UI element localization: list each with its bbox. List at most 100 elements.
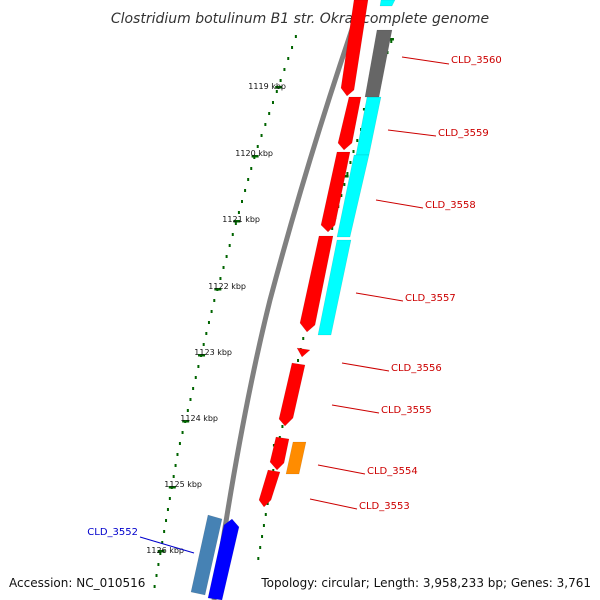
ruler-tick <box>237 211 240 214</box>
gene-feature[interactable] <box>299 235 334 333</box>
ruler-major-tick <box>198 354 206 357</box>
gene-feature[interactable] <box>317 239 352 336</box>
ruler-tick <box>297 359 300 362</box>
gene-feature[interactable] <box>278 362 306 427</box>
ruler-tick <box>172 475 175 478</box>
gene-label-leader <box>309 498 358 510</box>
ruler-tick <box>197 365 200 368</box>
ruler-tick <box>256 145 259 148</box>
ruler-tick <box>287 57 290 60</box>
ruler-tick <box>340 194 343 197</box>
gene-label[interactable]: CLD_3560 <box>451 55 502 66</box>
ruler-tick <box>202 343 205 346</box>
ruler-tick <box>186 409 189 412</box>
ruler-tick <box>213 299 216 302</box>
ruler-tick <box>205 332 208 335</box>
ruler-tick <box>281 425 284 428</box>
gene-feature[interactable] <box>340 0 369 97</box>
ruler-major-tick <box>386 38 394 41</box>
gene-label[interactable]: CLD_3556 <box>391 363 442 374</box>
ruler-tick <box>331 227 334 230</box>
gene-labels: CLD_3560 CLD_3559 CLD_3558 CLD_3557 CLD_3556… <box>87 55 502 554</box>
ruler-tick <box>157 563 160 566</box>
ruler-tick <box>153 585 156 588</box>
ruler-tick <box>283 68 286 71</box>
ruler-tick <box>346 172 349 175</box>
gene-feature[interactable] <box>258 469 281 508</box>
ruler-tick <box>222 266 225 269</box>
gene-feature[interactable] <box>379 0 396 7</box>
ruler-tick <box>231 233 234 236</box>
ruler-major-tick <box>275 86 283 89</box>
ruler-labels: 1119 kbp 1120 kbp 1121 kbp 1122 kbp 1123 kbp… <box>146 82 286 555</box>
ruler-tick <box>262 524 265 527</box>
ruler-label: 1121 kbp <box>222 215 260 224</box>
ruler-major-tick <box>214 288 222 291</box>
ruler-tick <box>291 46 294 49</box>
ruler-tick <box>271 101 274 104</box>
ruler-label: 1119 kbp <box>248 82 286 91</box>
gene-feature[interactable] <box>190 514 223 596</box>
ruler-major-tick <box>157 550 165 553</box>
ruler-tick <box>275 90 278 93</box>
ruler-tick <box>241 200 243 203</box>
ruler-label: 1122 kbp <box>208 282 246 291</box>
gene-features[interactable] <box>190 0 396 600</box>
gene-label[interactable]: CLD_3554 <box>367 466 418 477</box>
ruler-tick <box>194 376 197 379</box>
ruler-tick <box>234 222 237 225</box>
gene-label-leader <box>139 536 195 554</box>
gene-feature[interactable] <box>269 436 290 471</box>
ruler-tick <box>192 387 195 390</box>
ruler-tick <box>155 574 158 577</box>
ruler-tick <box>189 398 192 401</box>
ruler-tick <box>163 530 166 533</box>
ruler-tick <box>356 139 359 142</box>
ruler-tick <box>279 79 282 82</box>
ruler-tick <box>272 469 275 472</box>
gene-label[interactable]: CLD_3553 <box>359 501 410 512</box>
gene-label-leader <box>355 292 404 302</box>
gene-feature[interactable] <box>320 151 351 233</box>
accession-text: Accession: NC_010516 <box>9 576 145 590</box>
ruler-ticks <box>153 35 394 588</box>
ruler-tick <box>390 40 393 43</box>
gene-label-leader <box>375 199 424 209</box>
ruler-tick <box>210 310 213 313</box>
genome-backbone <box>211 0 365 600</box>
gene-label[interactable]: CLD_3557 <box>405 293 456 304</box>
ruler-major-tick <box>233 220 241 223</box>
gene-label[interactable]: CLD_3559 <box>438 128 489 139</box>
ruler-tick <box>228 244 231 247</box>
gene-feature[interactable] <box>355 96 382 156</box>
ruler-tick <box>181 431 184 434</box>
ruler-tick <box>176 453 179 456</box>
gene-feature[interactable] <box>296 347 311 358</box>
gene-feature[interactable] <box>207 518 240 600</box>
gene-label[interactable]: CLD_3558 <box>425 200 476 211</box>
ruler-label: 1120 kbp <box>235 149 273 158</box>
gene-feature[interactable] <box>364 29 393 98</box>
gene-label[interactable]: CLD_3552 <box>87 527 138 538</box>
ruler-tick <box>244 189 247 192</box>
summary-text: Topology: circular; Length: 3,958,233 bp… <box>260 576 591 590</box>
gene-feature[interactable] <box>285 441 307 475</box>
ruler-tick <box>161 541 164 544</box>
ruler-major-tick <box>182 420 190 423</box>
ruler-tick <box>165 519 168 522</box>
ruler-label: 1125 kbp <box>164 480 202 489</box>
ruler-label: 1126 kbp <box>146 546 184 555</box>
gene-label[interactable]: CLD_3555 <box>381 405 432 416</box>
ruler-tick <box>264 123 267 126</box>
ruler-tick <box>266 502 269 505</box>
ruler-tick <box>343 183 346 186</box>
ruler-tick <box>278 436 281 439</box>
ruler-tick <box>219 277 222 280</box>
ruler-tick <box>302 337 305 340</box>
gene-feature[interactable] <box>336 154 370 238</box>
ruler-tick <box>268 112 271 115</box>
ruler-tick <box>259 546 262 549</box>
gene-feature[interactable] <box>337 96 362 151</box>
ruler-tick <box>257 557 260 560</box>
